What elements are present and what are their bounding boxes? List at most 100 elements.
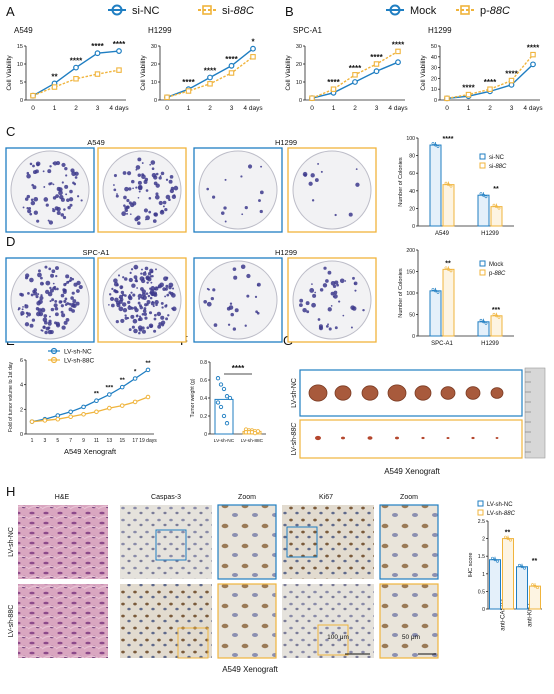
platesD-colony xyxy=(40,294,43,297)
platesD-colony xyxy=(45,280,51,286)
data-point xyxy=(30,92,36,99)
platesD-colony xyxy=(21,308,24,311)
colony-bar-chart-d-significance-stars: ** xyxy=(445,260,451,267)
colony-bar-chart-d-significance-stars: *** xyxy=(492,307,500,314)
colony-bar-chart-d-dot xyxy=(447,267,450,271)
ihc-bar-chart-bar xyxy=(529,585,541,610)
platesC-dish xyxy=(10,150,90,230)
platesD-colony xyxy=(55,266,59,271)
tumor-row-88c-italic: 88C xyxy=(291,422,298,436)
platesC-colony xyxy=(121,211,127,217)
platesD-colony xyxy=(146,281,149,284)
ihc-bar-chart-dot xyxy=(493,558,497,562)
tumor-volume-x-tick-label: 11 xyxy=(94,438,99,444)
platesD-colony xyxy=(323,266,327,270)
tumor-volume-point xyxy=(132,376,138,381)
platesD-colony xyxy=(49,288,54,293)
platesD-colony xyxy=(165,317,169,321)
platesD-colony xyxy=(160,315,165,320)
platesD-colony xyxy=(120,290,125,295)
ihc-row-nc-label: LV-sh-NC xyxy=(8,527,15,557)
ihc-image xyxy=(218,505,276,579)
chart-title: A549 xyxy=(14,26,33,35)
tumor-88c xyxy=(495,437,499,439)
ihc-bar-chart-ytick-label: 0.5 xyxy=(478,589,485,595)
platesC-colony xyxy=(113,173,117,178)
colony-bar-chart-d-dot xyxy=(431,287,435,291)
platesD-colony xyxy=(332,284,337,288)
tumor-volume-stars: ** xyxy=(120,377,126,384)
platesD-colony xyxy=(150,293,154,296)
colony-bar-chart-d-ytick-label: 100 xyxy=(406,291,415,297)
platesD-colony xyxy=(54,306,59,311)
legend-p-88c-label: p-88C xyxy=(480,5,510,17)
ihc-image xyxy=(380,584,438,658)
platesD-colony xyxy=(165,276,169,280)
platesD-colony xyxy=(128,277,133,283)
data-point xyxy=(352,72,358,78)
platesD-colony xyxy=(35,307,40,311)
platesD-colony xyxy=(327,270,332,275)
platesD-colony xyxy=(232,327,237,331)
platesD-colony xyxy=(108,304,110,306)
colony-bar-chart-d-dot xyxy=(495,314,498,318)
platesC-colony xyxy=(141,174,146,180)
tumor-nc xyxy=(361,385,379,401)
platesC-colony xyxy=(36,219,40,223)
panel-letter-H: H xyxy=(6,484,15,499)
platesD-colony xyxy=(123,277,128,281)
ruler xyxy=(524,367,546,459)
tumor-weight-bar xyxy=(214,398,234,435)
colony-bar-chart-c-y-axis-label: Number of Colonies xyxy=(398,157,404,207)
platesC-colony xyxy=(126,171,132,176)
platesD-colony xyxy=(328,327,332,331)
platesD-colony xyxy=(234,308,239,313)
platesD-colony xyxy=(130,291,133,294)
platesD-colony xyxy=(75,301,80,306)
platesD-colony xyxy=(210,296,214,301)
platesC-label-2: H1299 xyxy=(275,138,297,147)
platesC-colony xyxy=(36,163,40,167)
platesC-colony xyxy=(33,196,39,202)
data-point xyxy=(352,79,358,85)
x-tick-label: 2 xyxy=(74,105,78,112)
scale-bar-2-label: 50 μm xyxy=(402,634,420,641)
legend-si-88c-marker xyxy=(202,5,212,15)
platesC-colony xyxy=(56,206,61,212)
platesC-colony xyxy=(123,195,127,200)
platesD-colony xyxy=(142,309,147,313)
ihc-bar-chart-bar xyxy=(489,559,501,610)
platesC-dish xyxy=(102,150,182,230)
colony-bar-chart-c-dot xyxy=(436,145,440,148)
legend-p-88c-italic: 88C xyxy=(490,5,510,17)
platesC-colony xyxy=(132,201,137,206)
platesD-colony xyxy=(50,273,55,278)
ihc-bar-chart-legend-label: LV-sh-NC xyxy=(487,502,513,508)
platesD-colony xyxy=(233,275,238,280)
colony-bar-chart-c-dot xyxy=(479,192,483,196)
data-point xyxy=(73,64,79,71)
platesD-colony xyxy=(60,293,65,298)
ihc-image xyxy=(282,505,374,579)
tumor-volume-series-line xyxy=(31,396,149,423)
panel-h-caption: A549 Xenograft xyxy=(222,665,278,674)
platesC-colony xyxy=(35,169,39,174)
platesD-colony xyxy=(20,313,23,316)
platesD-colony xyxy=(342,314,345,317)
platesC-colony xyxy=(132,187,134,190)
platesD-colony xyxy=(108,293,112,296)
colony-bar-chart-d-dot xyxy=(434,289,437,293)
platesD-colony xyxy=(31,318,36,322)
tumor-weight-point xyxy=(255,429,261,434)
platesD-colony xyxy=(54,300,58,303)
platesC-colony xyxy=(58,190,63,196)
platesD-colony xyxy=(50,307,55,312)
tumor-volume-legend-label: LV-sh-NC xyxy=(64,349,92,356)
platesD-colony xyxy=(137,325,143,330)
ihc-bar-chart-legend-swatch xyxy=(477,509,484,516)
platesD-colony xyxy=(124,294,127,297)
platesC-colony xyxy=(244,206,248,210)
platesD-colony xyxy=(333,290,338,295)
tumor-weight-chart-ytick-label: 0.2 xyxy=(200,414,207,420)
colony-bar-chart-c-ytick-label: 0 xyxy=(412,224,415,230)
